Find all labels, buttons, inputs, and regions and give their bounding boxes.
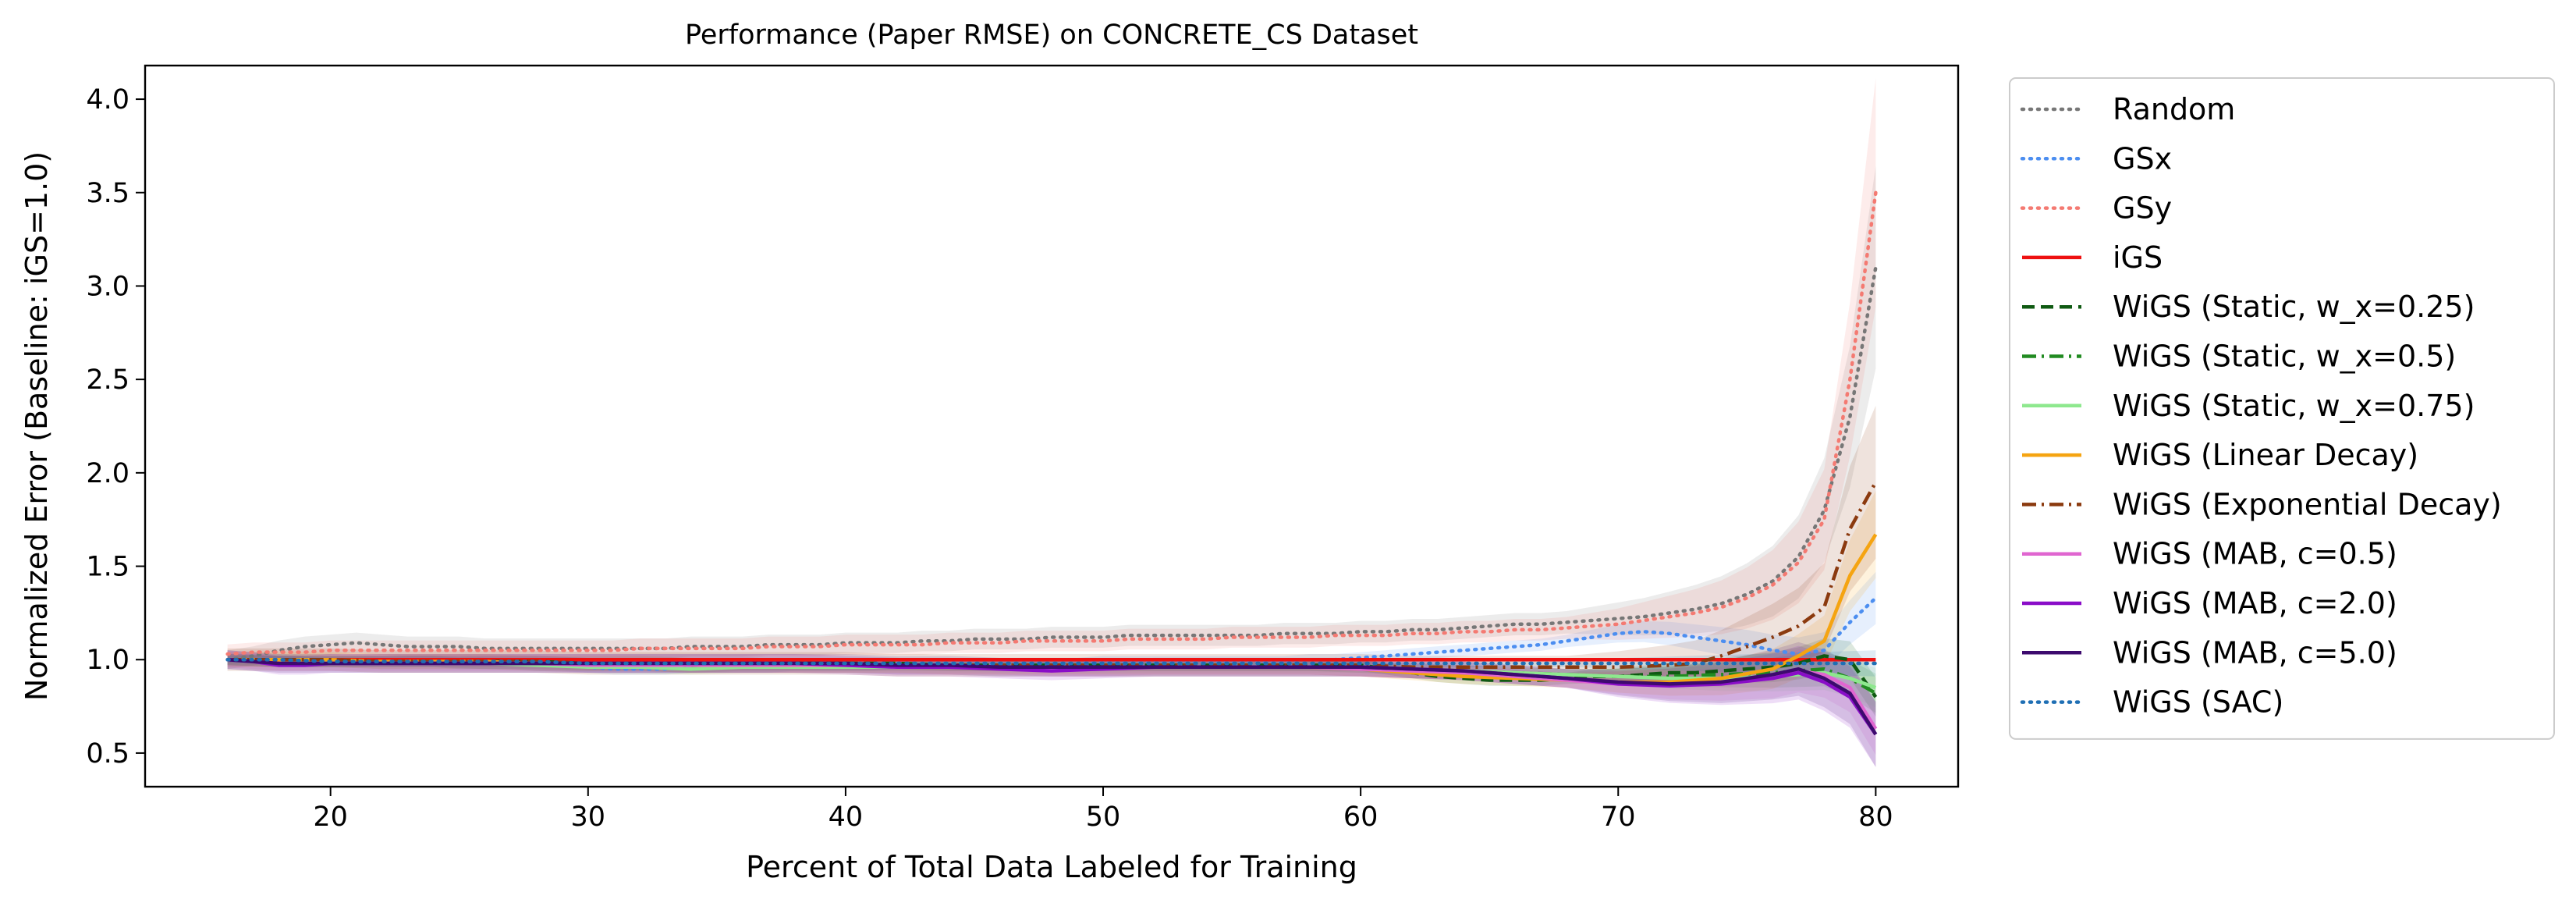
series-line (225, 265, 1878, 662)
series-line (225, 657, 1878, 666)
series-line (225, 190, 1878, 656)
legend-entry-label: Random (2113, 92, 2235, 126)
confidence-band (227, 165, 1876, 670)
y-tick-label: 3.0 (86, 271, 130, 302)
series-line (227, 657, 1878, 736)
legend-entry-label: WiGS (Exponential Decay) (2113, 487, 2502, 521)
legend-frame (2009, 77, 2555, 740)
y-tick-label: 3.5 (86, 178, 130, 209)
legend-entry-label: WiGS (MAB, c=5.0) (2113, 635, 2397, 670)
x-tick-label: 50 (1086, 802, 1121, 833)
legend-entry-label: WiGS (Static, w_x=0.5) (2113, 339, 2456, 374)
x-tick-label: 40 (829, 802, 864, 833)
y-tick-label: 0.5 (86, 738, 130, 770)
x-tick-label: 30 (571, 802, 606, 833)
legend-entry-label: WiGS (Static, w_x=0.75) (2113, 389, 2475, 423)
legend-entry-label: WiGS (SAC) (2113, 685, 2283, 720)
confidence-band (227, 650, 1876, 677)
series-lines (225, 190, 1878, 736)
x-axis-ticks: 20 30 40 50 60 70 80 (313, 787, 1893, 833)
legend-entry-label: WiGS (Static, w_x=0.25) (2113, 290, 2475, 324)
y-tick-label: 4.0 (86, 84, 130, 116)
x-axis-label: Percent of Total Data Labeled for Traini… (746, 850, 1357, 884)
x-tick-label: 60 (1343, 802, 1378, 833)
legend-entry-label: GSy (2113, 191, 2172, 226)
legend-entry-label: iGS (2113, 240, 2163, 275)
y-tick-label: 2.5 (86, 364, 130, 396)
y-axis-ticks: 0.5 1.0 1.5 2.0 2.5 3.0 3.5 4.0 (86, 84, 145, 770)
plot-frame (144, 64, 1960, 788)
confidence-band (227, 78, 1876, 664)
y-axis-label: Normalized Error (Baseline: iGS=1.0) (20, 151, 54, 701)
chart-title: Performance (Paper RMSE) on CONCRETE_CS … (685, 20, 1418, 51)
legend: Random GSx GSy iGS WiGS (Static, w_x=0.25) Wi… (2009, 77, 2555, 740)
series-line (227, 481, 1878, 670)
x-tick-label: 70 (1601, 802, 1636, 833)
legend-entry-label: WiGS (MAB, c=0.5) (2113, 537, 2397, 571)
confidence-band (227, 638, 1876, 717)
y-tick-label: 1.5 (86, 552, 130, 583)
legend-entry-label: GSx (2113, 141, 2172, 176)
y-tick-label: 2.0 (86, 458, 130, 489)
legend-entry-label: WiGS (MAB, c=2.0) (2113, 586, 2397, 620)
x-tick-label: 20 (313, 802, 348, 833)
confidence-band (227, 571, 1876, 675)
legend-entry-label: WiGS (Linear Decay) (2113, 438, 2418, 472)
x-tick-label: 80 (1858, 802, 1893, 833)
y-tick-label: 1.0 (86, 645, 130, 676)
